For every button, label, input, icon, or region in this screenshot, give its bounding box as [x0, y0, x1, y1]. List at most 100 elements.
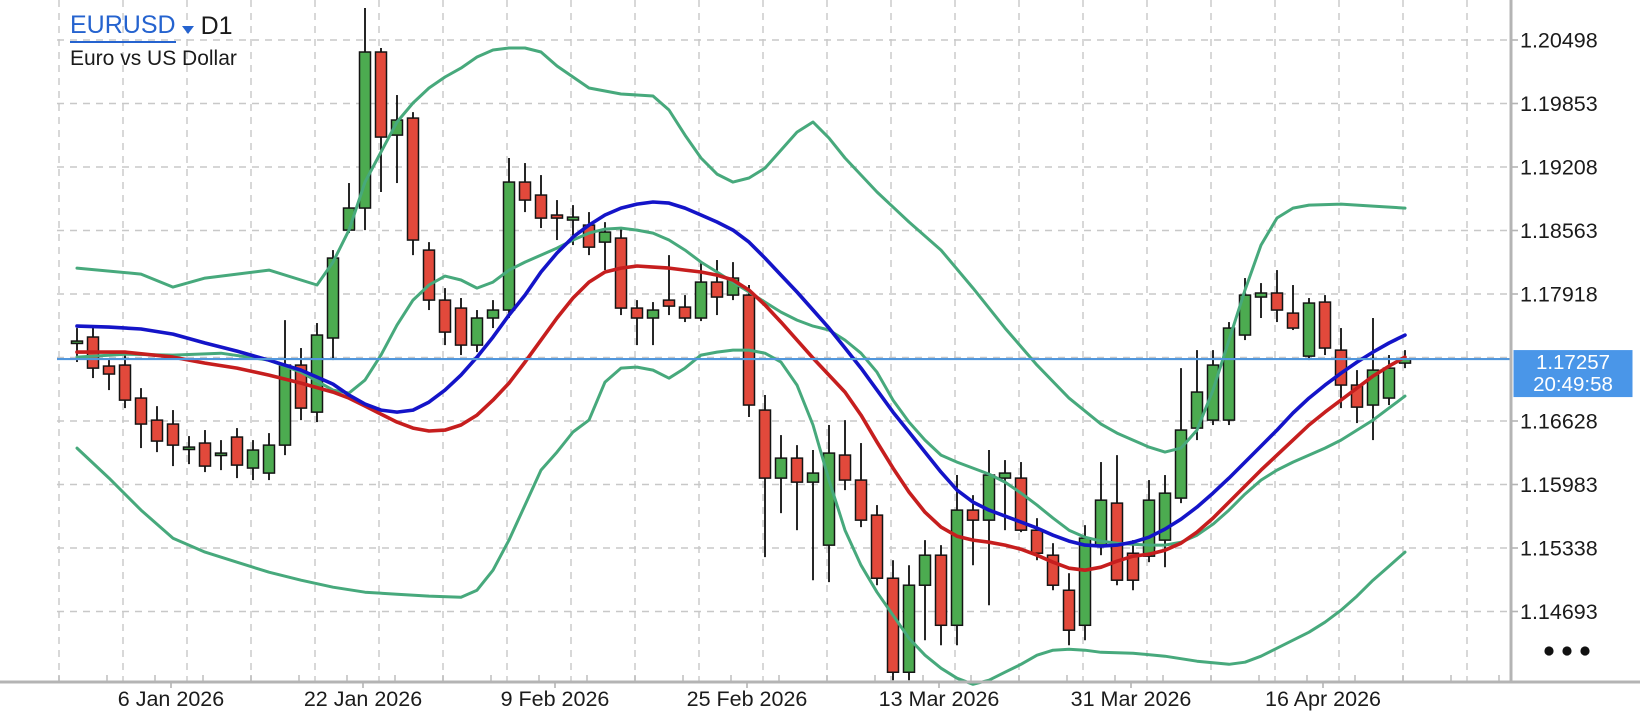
bollinger-upper-line: [75, 46, 1407, 454]
ma-red-line: [75, 264, 1407, 572]
date-label: 31 Mar 2026: [1071, 687, 1192, 711]
candle: [422, 249, 436, 301]
candle: [758, 409, 772, 479]
candle: [566, 216, 580, 221]
candle: [246, 449, 260, 469]
candle: [1238, 294, 1252, 336]
indicator-lines: [75, 46, 1407, 686]
chevron-down-icon[interactable]: [181, 25, 194, 34]
price-axis-label: 1.19853: [1520, 92, 1598, 116]
candle: [406, 117, 420, 241]
ma-blue-line: [75, 200, 1407, 548]
candle: [182, 446, 196, 451]
candle: [1382, 367, 1396, 399]
candle: [598, 231, 612, 243]
candle: [950, 509, 964, 627]
candle: [790, 457, 804, 483]
candle: [118, 364, 132, 401]
candle: [166, 423, 180, 446]
candle: [998, 472, 1012, 479]
candle: [1142, 499, 1156, 557]
candle: [102, 365, 116, 375]
candle: [294, 364, 308, 409]
price-scale[interactable]: 1.20498 1.19853 1.19208 1.18563 1.17918 1.166…: [1511, 29, 1598, 625]
price-badge-time: 20:49:58: [1533, 373, 1613, 396]
candles-layer: [70, 8, 1412, 681]
candle: [902, 584, 916, 673]
candle: [870, 514, 884, 579]
candle: [198, 442, 212, 467]
candle: [1030, 529, 1044, 554]
candle: [550, 214, 564, 219]
candle: [1046, 554, 1060, 586]
date-label: 16 Apr 2026: [1265, 687, 1381, 711]
symbol-selector[interactable]: EURUSD: [70, 10, 176, 44]
candle: [854, 479, 868, 521]
candle: [214, 452, 228, 457]
candle: [326, 257, 340, 339]
candle: [518, 181, 532, 201]
candle: [710, 281, 724, 298]
candle: [1222, 327, 1236, 421]
candle: [486, 309, 500, 319]
price-badge-box: [1513, 350, 1633, 398]
candle: [918, 554, 932, 586]
candle: [1254, 292, 1268, 298]
candle: [1126, 552, 1140, 581]
price-axis-label: 1.15983: [1520, 473, 1598, 497]
candle: [1318, 301, 1332, 349]
candle: [262, 444, 276, 474]
chart-header: EURUSD D1 Euro vs US Dollar: [70, 10, 237, 73]
grid: [57, 0, 1511, 682]
bollinger-lower-line: [75, 348, 1407, 686]
candle: [886, 577, 900, 673]
candle: [70, 340, 84, 345]
candle: [1270, 292, 1284, 311]
date-label: 9 Feb 2026: [501, 687, 610, 711]
candle: [678, 306, 692, 319]
candle: [614, 237, 628, 309]
price-axis-label: 1.16628: [1520, 410, 1598, 434]
candle: [1350, 384, 1364, 408]
candle: [662, 299, 676, 307]
candle: [1062, 589, 1076, 631]
candle: [150, 419, 164, 442]
candle: [774, 457, 788, 479]
candle: [502, 181, 516, 311]
candle: [1302, 302, 1316, 357]
candle: [358, 51, 372, 209]
time-scale[interactable]: 6 Jan 2026 22 Jan 2026 9 Feb 2026 25 Feb 20…: [118, 682, 1381, 711]
candle: [534, 194, 548, 219]
candle: [646, 309, 660, 319]
bollinger-middle-line: [75, 226, 1407, 547]
timeframe-label[interactable]: D1: [200, 12, 233, 40]
candle: [438, 299, 452, 333]
candle: [1366, 369, 1380, 406]
candle: [934, 554, 948, 627]
candle: [230, 436, 244, 466]
candle: [374, 51, 388, 138]
price-axis-label: 1.20498: [1520, 29, 1598, 53]
price-axis-label: 1.15338: [1520, 537, 1598, 561]
candle: [1014, 477, 1028, 531]
price-axis-label: 1.18563: [1520, 219, 1598, 243]
date-label: 13 Mar 2026: [879, 687, 1000, 711]
price-axis-label: 1.19208: [1520, 156, 1598, 180]
candle: [1174, 429, 1188, 499]
candle: [1158, 492, 1172, 541]
candle: [694, 281, 708, 319]
candle: [630, 307, 644, 319]
price-badge-value: 1.17257: [1536, 351, 1610, 374]
current-price-badge: 1.17257 20:49:58: [1513, 350, 1633, 398]
candle: [1094, 499, 1108, 546]
symbol-description: Euro vs US Dollar: [70, 47, 237, 71]
candle: [838, 454, 852, 481]
candle: [454, 307, 468, 346]
price-axis-label: 1.14693: [1520, 600, 1598, 624]
date-label: 22 Jan 2026: [304, 687, 422, 711]
candle: [1078, 537, 1092, 627]
more-options-icon[interactable]: [1544, 646, 1590, 656]
axes: [0, 0, 1640, 684]
